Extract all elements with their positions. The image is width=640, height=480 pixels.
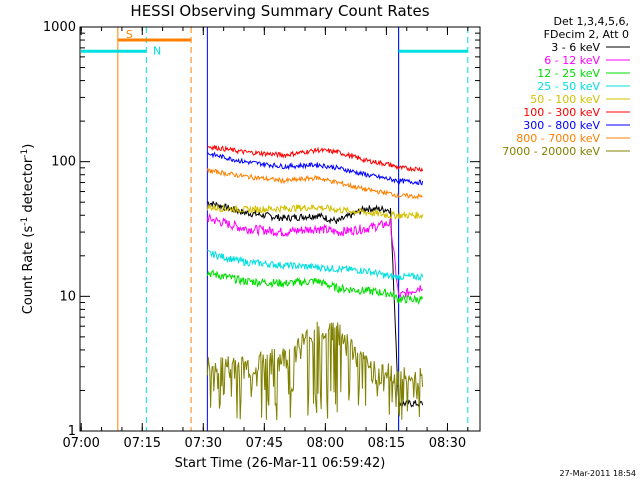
x-axis-label: Start Time (26-Mar-11 06:59:42) xyxy=(175,456,386,471)
y-tick-label-0: 1 xyxy=(68,424,76,439)
annotation-label-s: S xyxy=(126,28,133,41)
y-tick-label-1: 10 xyxy=(59,289,76,304)
x-tick-label-4: 08:00 xyxy=(307,436,344,451)
axis-ticks: 07:00 07:15 07:30 07:45 08:00 08:15 08:30 1 10 10… xyxy=(43,20,480,451)
series-line-1 xyxy=(206,212,424,298)
x-tick-label-5: 08:15 xyxy=(368,436,405,451)
legend: Det 1,3,4,5,6,FDecim 2, Att 03 - 6 keV6 … xyxy=(502,15,630,158)
y-tick-label-3: 1000 xyxy=(43,20,76,35)
legend-label-1: 6 - 12 keV xyxy=(544,54,600,67)
x-tick-label-3: 07:45 xyxy=(246,436,283,451)
series-line-5 xyxy=(207,144,424,173)
legend-label-8: 7000 - 20000 keV xyxy=(502,145,600,158)
legend-label-4: 50 - 100 keV xyxy=(530,93,600,106)
annotation-label-n: N xyxy=(153,44,161,57)
y-axis-label: Count Rate (s-1 detector-1) xyxy=(20,144,36,315)
x-tick-label-0: 07:00 xyxy=(62,436,99,451)
x-tick-label-1: 07:15 xyxy=(124,436,161,451)
legend-label-3: 25 - 50 keV xyxy=(537,80,600,93)
legend-header-0: Det 1,3,4,5,6, xyxy=(553,15,629,28)
ylabel-part-end: ) xyxy=(21,144,36,149)
legend-label-7: 800 - 7000 keV xyxy=(516,132,600,145)
ylabel-sup-2: -1 xyxy=(20,149,30,158)
y-tick-label-2: 100 xyxy=(51,155,76,170)
x-tick-label-6: 08:30 xyxy=(429,436,466,451)
legend-header-1: FDecim 2, Att 0 xyxy=(544,28,629,41)
legend-label-6: 300 - 800 keV xyxy=(523,119,600,132)
legend-label-0: 3 - 6 keV xyxy=(551,41,600,54)
series-line-2 xyxy=(206,269,424,305)
timestamp: 27-Mar-2011 18:54 xyxy=(560,469,637,478)
series-line-6 xyxy=(207,151,424,186)
legend-label-5: 100 - 300 keV xyxy=(523,106,600,119)
plot-frame xyxy=(79,26,481,432)
legend-label-2: 12 - 25 keV xyxy=(537,67,600,80)
series-line-8 xyxy=(206,321,424,421)
ylabel-sup-1: -1 xyxy=(20,217,30,226)
plot-area: SN xyxy=(81,27,469,431)
series-line-7 xyxy=(206,168,423,201)
ylabel-part-main: Count Rate (s xyxy=(21,226,36,315)
ylabel-part-mid: detector xyxy=(21,157,36,217)
chart-title: HESSI Observing Summary Count Rates xyxy=(130,2,429,20)
series-line-3 xyxy=(207,249,424,282)
x-tick-label-2: 07:30 xyxy=(185,436,222,451)
series-line-4 xyxy=(206,204,424,220)
